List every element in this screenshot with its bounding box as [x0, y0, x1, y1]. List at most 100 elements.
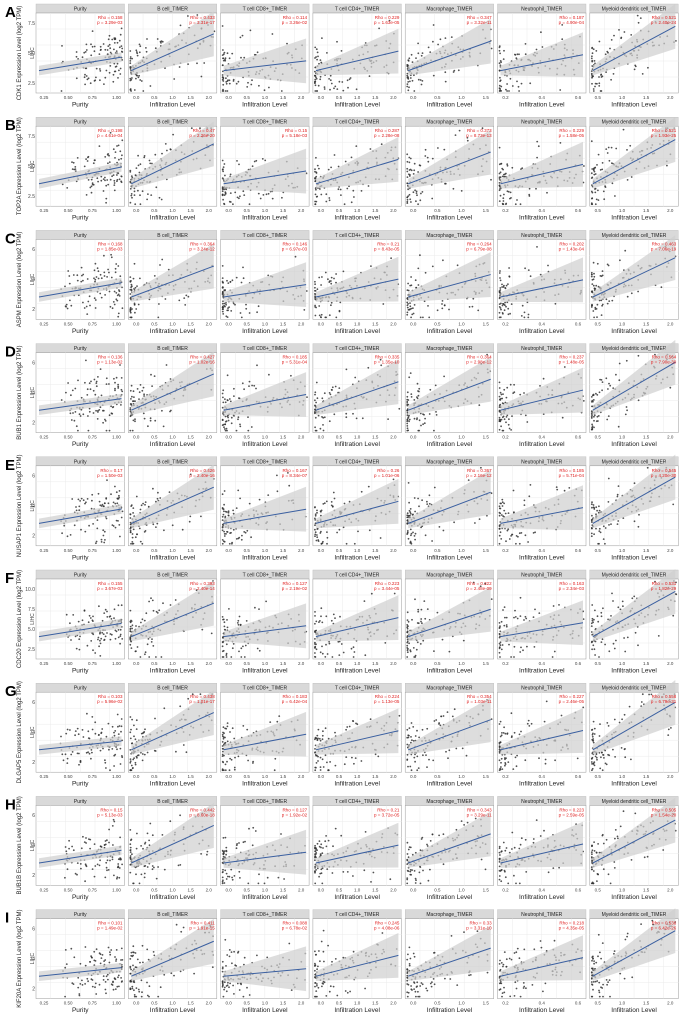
scatter-point	[94, 299, 97, 301]
scatter-point	[106, 49, 109, 51]
scatter-point	[591, 527, 593, 530]
scatter-point	[672, 503, 675, 506]
scatter-point	[419, 254, 421, 257]
y-axis-label: NUSAP1 Expression Level (log2 TPM)	[17, 454, 23, 557]
scatter-point	[87, 415, 89, 417]
scatter-point	[226, 399, 229, 402]
scatter-point	[225, 77, 227, 80]
scatter-point	[94, 278, 97, 281]
scatter-point	[406, 304, 409, 307]
scatter-point	[458, 129, 461, 132]
scatter-point	[131, 77, 133, 79]
scatter-point	[109, 305, 112, 308]
scatter-point	[221, 529, 224, 532]
scatter-point	[267, 192, 270, 195]
scatter-point	[413, 90, 416, 92]
scatter-point	[145, 612, 148, 615]
scatter-point	[228, 398, 231, 400]
scatter-point	[500, 393, 503, 396]
scatter-point	[129, 201, 132, 204]
scatter-point	[104, 635, 107, 638]
scatter-point	[230, 416, 233, 419]
scatter-point	[406, 85, 409, 88]
scatter-point	[591, 74, 593, 76]
scatter-point	[105, 429, 108, 432]
facet-title: Macrophage_TIMER	[426, 233, 473, 239]
scatter-point	[108, 383, 110, 385]
scatter-point	[94, 280, 96, 283]
scatter-point	[378, 27, 380, 30]
scatter-point	[498, 62, 501, 65]
scatter-point	[221, 310, 224, 313]
scatter-point	[156, 38, 159, 40]
scatter-point	[414, 279, 417, 282]
panel-letter: A	[5, 4, 16, 21]
x-tick-label: 1.0	[262, 321, 269, 326]
scatter-point	[443, 304, 446, 307]
scatter-point	[276, 490, 279, 493]
scatter-point	[107, 162, 109, 165]
scatter-point	[528, 187, 531, 190]
scatter-point	[77, 379, 79, 382]
scatter-point	[221, 392, 224, 395]
scatter-point	[106, 479, 108, 481]
scatter-point	[118, 494, 120, 497]
scatter-point	[288, 484, 291, 487]
scatter-point	[507, 423, 510, 426]
scatter-point	[591, 197, 593, 200]
x-axis-label: Infiltration Level	[334, 441, 380, 448]
scatter-point	[314, 81, 316, 84]
scatter-point	[258, 84, 260, 87]
scatter-point	[114, 381, 116, 384]
scatter-point	[605, 148, 608, 151]
scatter-point	[509, 197, 511, 200]
scatter-point	[112, 73, 115, 76]
scatter-point	[406, 68, 409, 70]
scatter-point	[547, 264, 549, 267]
scatter-point	[222, 198, 225, 201]
scatter-point	[427, 46, 430, 49]
x-tick-label: 0.2	[502, 548, 509, 553]
p-value-label: p = 8.73e-13	[466, 133, 492, 138]
facet-title: Myeloid dendritic cell_TIMER	[602, 233, 667, 239]
scatter-point	[132, 507, 135, 509]
scatter-point	[500, 514, 503, 516]
scatter-point	[415, 57, 417, 59]
scatter-point	[87, 621, 90, 624]
scatter-point	[131, 541, 134, 543]
scatter-point	[271, 33, 274, 35]
scatter-point	[78, 505, 81, 508]
scatter-point	[135, 650, 137, 653]
scatter-point	[89, 617, 92, 619]
scatter-point	[504, 287, 507, 289]
scatter-point	[323, 88, 326, 90]
scatter-point	[505, 396, 508, 399]
scatter-point	[75, 506, 77, 508]
scatter-point	[137, 154, 140, 157]
x-tick-label: 0.0	[318, 321, 325, 326]
scatter-point	[236, 196, 239, 199]
scatter-point	[352, 412, 354, 415]
scatter-point	[109, 615, 112, 618]
scatter-point	[323, 392, 326, 395]
scatter-point	[414, 510, 416, 513]
scatter-point	[294, 255, 297, 258]
x-tick-label: 0.5	[336, 208, 343, 213]
scatter-point	[409, 174, 411, 176]
scatter-point	[604, 53, 607, 56]
scatter-point	[248, 312, 251, 314]
scatter-point	[598, 85, 601, 87]
scatter-point	[103, 530, 106, 533]
scatter-point	[234, 303, 236, 306]
x-tick-label: 1.0	[619, 95, 626, 100]
x-tick-label: 1.5	[280, 435, 287, 440]
scatter-point	[131, 627, 134, 630]
scatter-point	[618, 362, 621, 365]
scatter-point	[511, 85, 514, 87]
scatter-point	[610, 146, 613, 149]
scatter-point	[597, 189, 599, 192]
scatter-point	[420, 192, 422, 195]
scatter-point	[427, 305, 429, 307]
scatter-point	[334, 85, 337, 88]
